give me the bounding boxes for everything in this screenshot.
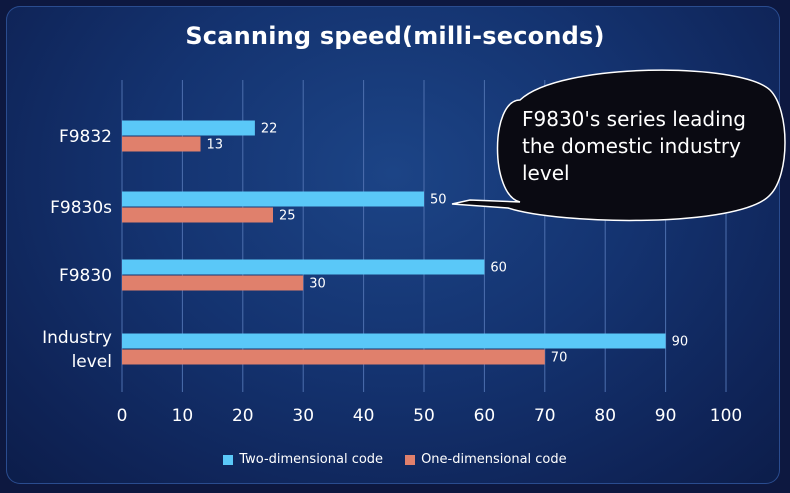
bar-value-label: 70 [551, 351, 568, 366]
category-label: F9830s [50, 198, 112, 218]
legend-swatch-series-1 [405, 454, 416, 465]
annotation-text: F9830's series leading the domestic indu… [522, 107, 747, 185]
chart-title: Scanning speed(milli-seconds) [185, 22, 605, 50]
bar [122, 136, 201, 152]
legend-swatch-series-0 [223, 454, 234, 465]
bar [122, 275, 304, 291]
callout-bubble [451, 69, 786, 222]
x-tick-label: 50 [413, 406, 435, 426]
category-labels: F9832 F9830s F9830 Industry level [42, 127, 112, 372]
bar-value-label: 13 [207, 138, 224, 153]
x-tick-label: 0 [117, 406, 128, 426]
bar [122, 120, 255, 136]
bar [122, 259, 485, 275]
legend-label-series-0: Two-dimensional code [239, 452, 384, 467]
bar-value-label: 22 [261, 122, 278, 137]
x-tick-label: 70 [534, 406, 556, 426]
category-label: Industry [42, 328, 112, 348]
x-tick-label: 100 [710, 406, 742, 426]
category-label: F9830 [59, 266, 112, 286]
bar [122, 191, 424, 207]
bar [122, 333, 666, 349]
bars [122, 120, 666, 365]
x-tick-label: 60 [474, 406, 496, 426]
bar-value-label: 60 [490, 261, 507, 276]
x-tick-labels: 0 10 20 30 40 50 60 70 80 90 100 [117, 406, 743, 426]
x-tick-label: 30 [292, 406, 314, 426]
bar-value-label: 25 [279, 209, 296, 224]
x-tick-label: 90 [655, 406, 677, 426]
x-tick-label: 40 [353, 406, 375, 426]
bar-value-label: 50 [430, 193, 447, 208]
category-label: level [72, 352, 112, 372]
x-tick-label: 80 [594, 406, 616, 426]
x-tick-label: 10 [172, 406, 194, 426]
legend-label-series-1: One-dimensional code [421, 452, 567, 467]
bar-value-label: 90 [672, 335, 689, 350]
bar-value-label: 30 [309, 277, 326, 292]
annotation-callout [451, 69, 786, 222]
legend-item-series-1: One-dimensional code [405, 452, 567, 467]
legend-item-series-0: Two-dimensional code [223, 452, 383, 467]
bar [122, 349, 545, 365]
x-tick-label: 20 [232, 406, 254, 426]
bar-value-labels: 22 13 50 25 60 30 90 70 [207, 122, 689, 366]
category-label: F9832 [59, 127, 112, 147]
legend: Two-dimensional code One-dimensional cod… [0, 452, 790, 467]
bar [122, 207, 273, 223]
